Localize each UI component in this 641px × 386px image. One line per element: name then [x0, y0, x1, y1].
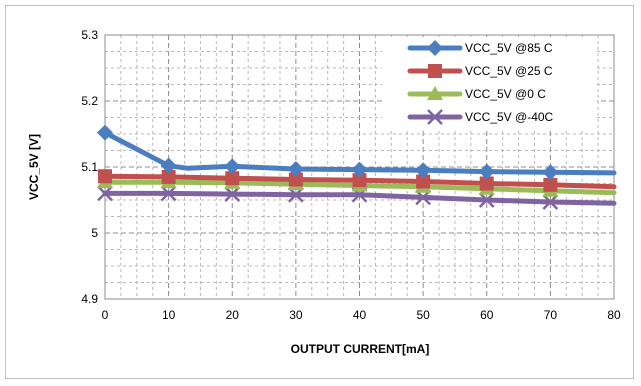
data-point	[224, 158, 241, 175]
legend-item: VCC_5V @0 C	[407, 86, 546, 101]
data-point	[287, 160, 304, 177]
x-tick-label: 20	[226, 308, 240, 322]
legend-label: VCC_5V @0 C	[465, 87, 546, 101]
series-1	[97, 124, 617, 181]
legend-marker	[428, 64, 442, 78]
y-tick-label: 5	[91, 226, 98, 240]
data-point	[478, 163, 495, 180]
data-point	[97, 124, 113, 141]
data-point	[160, 157, 177, 174]
series-layer	[97, 124, 617, 210]
data-point	[478, 192, 495, 208]
legend-marker	[427, 86, 443, 100]
data-point	[98, 169, 112, 184]
data-point	[160, 185, 177, 202]
legend: VCC_5V @85 C VCC_5V @25 C VCC_5V @0 C VCC_5…	[382, 37, 597, 130]
data-point	[542, 164, 559, 181]
data-point	[225, 171, 240, 186]
legend-label: VCC_5V @-40C	[465, 110, 554, 124]
data-point	[161, 169, 176, 184]
series-line	[102, 130, 617, 176]
x-tick-label: 80	[607, 308, 621, 322]
x-tick-label: 70	[544, 308, 558, 322]
legend-item: VCC_5V @85 C	[407, 40, 553, 56]
data-point	[479, 176, 494, 191]
data-point	[352, 173, 367, 188]
data-point	[351, 161, 368, 178]
x-tick-label: 50	[416, 308, 430, 322]
x-tick-label: 60	[480, 308, 494, 322]
y-axis-title: VCC_5V [V]	[27, 134, 41, 200]
x-tick-labels: 0 10 20 30 40 50 60 70 80	[102, 308, 621, 322]
data-point	[97, 185, 113, 202]
x-tick-label: 10	[162, 308, 176, 322]
data-point	[415, 162, 432, 179]
y-tick-label: 5.2	[81, 94, 98, 108]
y-tick-label: 5.1	[81, 160, 98, 174]
x-tick-label: 40	[353, 308, 367, 322]
legend-marker	[427, 40, 443, 56]
data-point	[224, 186, 241, 202]
x-tick-label: 0	[102, 308, 109, 322]
legend-label: VCC_5V @25 C	[465, 64, 553, 78]
data-point	[288, 172, 303, 187]
legend-item: VCC_5V @-40C	[407, 109, 554, 125]
y-tick-labels: 4.9 5 5.1 5.2 5.3	[81, 28, 98, 306]
legend-marker	[427, 109, 443, 125]
data-point	[416, 174, 431, 189]
plot-border	[104, 34, 615, 300]
legend-item: VCC_5V @25 C	[407, 64, 553, 78]
y-tick-label: 4.9	[81, 292, 98, 306]
series-2	[98, 169, 617, 192]
x-axis-title: OUTPUT CURRENT[mA]	[291, 342, 430, 356]
x-tick-label: 30	[289, 308, 303, 322]
data-point	[543, 177, 558, 192]
legend-label: VCC_5V @85 C	[465, 41, 553, 55]
y-tick-label: 5.3	[81, 28, 98, 42]
data-point	[542, 194, 559, 210]
